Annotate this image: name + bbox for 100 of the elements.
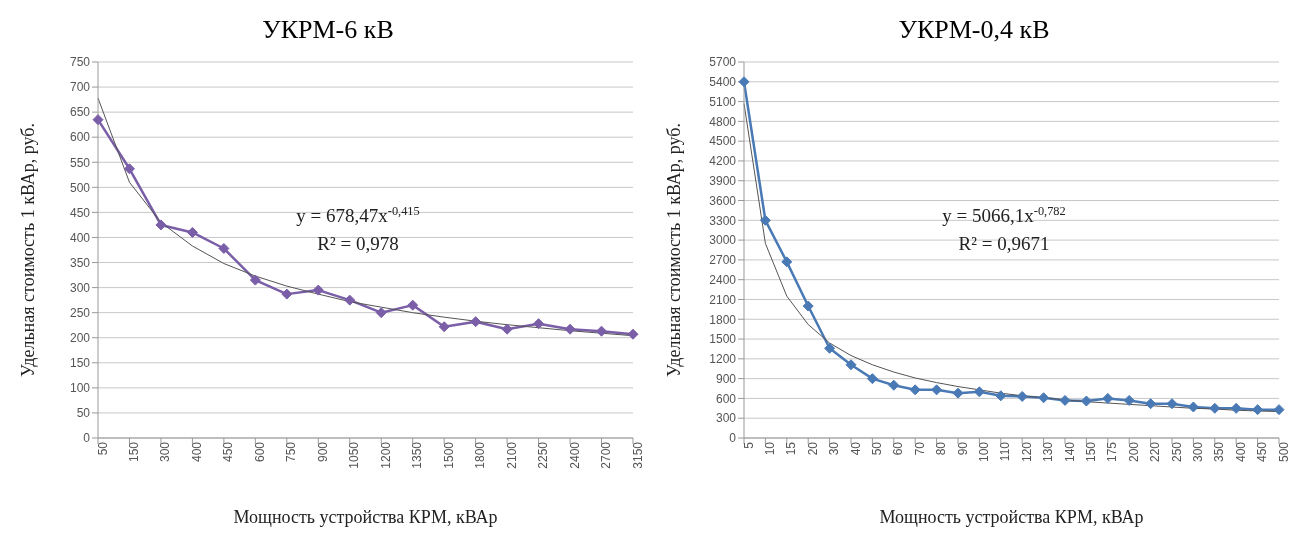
point bbox=[155, 219, 167, 231]
x-tick-label: 5 bbox=[741, 441, 756, 449]
annotation: y = 678,47x$^{-0,415}$ bbox=[296, 204, 420, 226]
y-tick-label: 500 bbox=[69, 180, 91, 195]
y-tick-label: 400 bbox=[69, 230, 91, 245]
point bbox=[312, 284, 324, 296]
x-tick-label: 350 bbox=[1212, 441, 1227, 463]
x-tick-label: 3150 bbox=[630, 441, 645, 469]
point bbox=[438, 321, 450, 333]
point bbox=[1209, 402, 1221, 414]
point bbox=[627, 328, 639, 340]
y-tick-label: 600 bbox=[69, 130, 91, 145]
y-axis-title: Удельная стоимость 1 кВАр, руб. bbox=[18, 123, 39, 377]
x-tick-label: 50 bbox=[869, 441, 884, 456]
point bbox=[1187, 401, 1199, 413]
x-tick-label: 20 bbox=[805, 441, 820, 456]
point bbox=[375, 307, 387, 319]
x-tick-label: 120 bbox=[1019, 441, 1034, 463]
point bbox=[824, 342, 836, 354]
y-tick-label: 1500 bbox=[709, 332, 737, 347]
x-tick-label: 10 bbox=[762, 441, 777, 456]
x-tick-label: 450 bbox=[221, 441, 236, 463]
x-tick-label: 300 bbox=[1190, 441, 1205, 463]
point bbox=[470, 316, 482, 328]
chart-title: УКРМ-6 кВ bbox=[261, 14, 395, 46]
y-tick-label: 50 bbox=[76, 406, 91, 421]
x-tick-label: 2700 bbox=[599, 441, 614, 469]
x-tick-label: 400 bbox=[189, 441, 204, 463]
chart-title: УКРМ-0,4 кВ bbox=[897, 14, 1051, 46]
y-tick-label: 2100 bbox=[709, 292, 737, 307]
x-tick-label: 1050 bbox=[347, 441, 362, 469]
point bbox=[1123, 394, 1135, 406]
y-tick-label: 4200 bbox=[709, 154, 737, 169]
y-tick-label: 0 bbox=[729, 431, 737, 446]
y-tick-label: 0 bbox=[83, 431, 91, 446]
y-tick-label: 4500 bbox=[709, 134, 737, 149]
annotation: y = 5066,1x$^{-0,782}$ bbox=[942, 204, 1066, 226]
point bbox=[1102, 392, 1114, 404]
y-tick-label: 650 bbox=[69, 105, 91, 120]
x-tick-label: 30 bbox=[827, 441, 842, 456]
y-axis-title: Удельная стоимость 1 кВАр, руб. bbox=[664, 123, 685, 377]
y-tick-label: 3300 bbox=[709, 213, 737, 228]
y-tick-label: 200 bbox=[69, 330, 91, 345]
point bbox=[759, 214, 771, 226]
point bbox=[186, 226, 198, 238]
x-tick-label: 140 bbox=[1062, 441, 1077, 463]
point bbox=[1166, 398, 1178, 410]
point bbox=[407, 299, 419, 311]
y-tick-label: 5400 bbox=[709, 75, 737, 90]
y-tick-label: 2400 bbox=[709, 272, 737, 287]
y-tick-label: 3600 bbox=[709, 193, 737, 208]
y-tick-label: 750 bbox=[69, 55, 91, 70]
x-tick-label: 175 bbox=[1105, 441, 1120, 463]
y-tick-label: 300 bbox=[69, 280, 91, 295]
x-tick-label: 130 bbox=[1041, 441, 1056, 463]
x-tick-label: 900 bbox=[315, 441, 330, 463]
x-tick-label: 150 bbox=[126, 441, 141, 463]
point bbox=[249, 274, 261, 286]
point bbox=[1230, 402, 1242, 414]
x-tick-label: 1500 bbox=[441, 441, 456, 469]
annotation: R² = 0,9671 bbox=[958, 233, 1050, 254]
point bbox=[888, 379, 900, 391]
point bbox=[92, 114, 104, 126]
x-tick-label: 110 bbox=[998, 441, 1013, 462]
x-axis-title: Мощность устройства КРМ, кВАр bbox=[879, 507, 1144, 527]
y-tick-label: 4800 bbox=[709, 114, 737, 129]
x-tick-label: 220 bbox=[1148, 441, 1163, 463]
x-tick-label: 100 bbox=[976, 441, 991, 463]
x-tick-label: 70 bbox=[912, 441, 927, 456]
point bbox=[952, 387, 964, 399]
y-tick-label: 1200 bbox=[709, 352, 737, 367]
y-tick-label: 1800 bbox=[709, 312, 737, 327]
x-tick-label: 50 bbox=[95, 441, 110, 456]
y-tick-label: 250 bbox=[69, 305, 91, 320]
x-tick-label: 150 bbox=[1083, 441, 1098, 463]
point bbox=[281, 288, 293, 300]
x-tick-label: 400 bbox=[1233, 441, 1248, 463]
y-tick-label: 3900 bbox=[709, 174, 737, 188]
point bbox=[738, 76, 750, 88]
x-tick-label: 750 bbox=[284, 441, 299, 463]
y-tick-label: 100 bbox=[69, 381, 91, 396]
y-tick-label: 550 bbox=[69, 155, 91, 170]
x-tick-label: 500 bbox=[1276, 441, 1291, 463]
point bbox=[1016, 390, 1028, 402]
x-tick-label: 600 bbox=[252, 441, 267, 463]
x-tick-label: 200 bbox=[1126, 441, 1141, 463]
point bbox=[596, 325, 608, 337]
y-tick-label: 600 bbox=[715, 391, 737, 406]
y-tick-label: 2700 bbox=[709, 253, 737, 268]
y-tick-label: 450 bbox=[69, 205, 91, 220]
x-axis-title: Мощность устройства КРМ, кВАр bbox=[233, 507, 498, 527]
point bbox=[501, 323, 513, 335]
x-tick-label: 2400 bbox=[567, 441, 582, 469]
y-tick-label: 350 bbox=[69, 255, 91, 270]
point bbox=[1273, 404, 1285, 416]
y-tick-label: 3000 bbox=[709, 233, 737, 248]
point bbox=[781, 256, 793, 268]
point bbox=[931, 384, 943, 396]
point bbox=[218, 243, 230, 254]
y-tick-label: 150 bbox=[69, 356, 91, 371]
